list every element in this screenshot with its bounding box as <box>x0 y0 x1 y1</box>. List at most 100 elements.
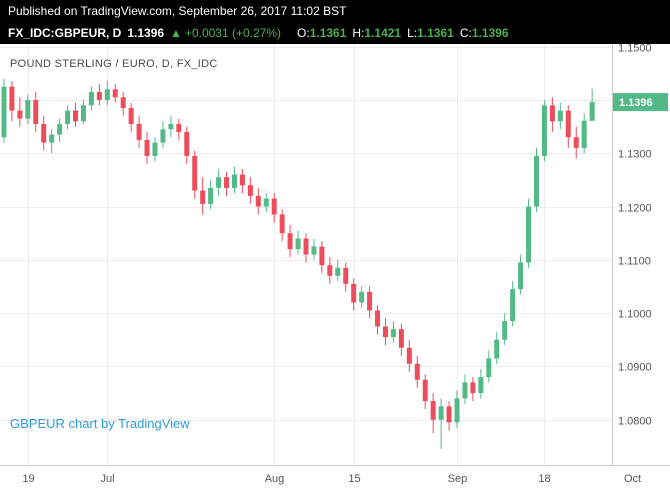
candle-body <box>168 123 174 130</box>
candle-body <box>287 233 293 250</box>
candle-body <box>367 291 373 311</box>
candle-body <box>96 91 102 100</box>
symbol-name: FX_IDC:GBPEUR, D <box>8 26 122 40</box>
candle-body <box>57 123 63 135</box>
price-axis-label: 1.0900 <box>618 362 652 374</box>
candle-body <box>319 246 325 266</box>
candle-body <box>271 198 277 215</box>
candle-body <box>239 174 245 186</box>
candle-body <box>549 105 555 122</box>
candlestick-chart: 1.08001.09001.10001.11001.12001.13001.14… <box>0 43 670 485</box>
candle-body <box>208 187 214 204</box>
candle-body <box>502 321 508 340</box>
candle-body <box>422 379 428 402</box>
candle-body <box>263 198 269 207</box>
last-price: 1.1396 <box>127 26 165 40</box>
candle-body <box>303 238 309 255</box>
published-bar: Published on TradingView.com, September … <box>0 0 670 22</box>
candle-body <box>438 406 444 420</box>
candles-layer <box>1 78 595 450</box>
candle-body <box>573 137 579 148</box>
candle-body <box>231 174 237 188</box>
low-value: 1.1361 <box>417 26 454 40</box>
time-axis-label: Jul <box>100 473 114 485</box>
time-axis-label: 18 <box>538 473 550 485</box>
candle-body <box>17 110 23 119</box>
candle-body <box>152 142 158 156</box>
candle-body <box>120 97 126 108</box>
price-axis-label: 1.1200 <box>618 203 652 215</box>
candle-body <box>398 329 404 348</box>
time-axis-label: Aug <box>265 473 285 485</box>
candle-body <box>486 358 492 378</box>
price-axis-label: 1.0800 <box>618 416 652 428</box>
candle-body <box>25 99 31 119</box>
candle-body <box>33 99 39 124</box>
candle-body <box>390 329 396 338</box>
candle-body <box>351 283 357 303</box>
open-label: O: <box>297 26 310 40</box>
candle-body <box>510 289 516 322</box>
published-text: Published on TradingView.com, September … <box>8 4 347 18</box>
candle-body <box>73 110 79 122</box>
candle-body <box>375 310 381 327</box>
time-axis-label: 15 <box>348 473 360 485</box>
candle-body <box>200 190 206 204</box>
candle-body <box>359 291 365 303</box>
candle-body <box>49 134 55 143</box>
candle-body <box>557 110 563 122</box>
time-axis-label: Sep <box>448 473 468 485</box>
price-axis-label: 1.1300 <box>618 149 652 161</box>
candle-body <box>80 105 86 122</box>
candle-body <box>581 120 587 148</box>
candle-body <box>216 177 222 188</box>
candle-body <box>343 267 349 284</box>
time-axis-label: 19 <box>22 473 34 485</box>
close-label: C: <box>459 26 472 40</box>
candle-body <box>112 89 118 98</box>
candle-body <box>176 123 182 132</box>
candle-body <box>311 246 317 255</box>
candle-body <box>279 214 285 234</box>
last-price-badge-label: 1.1396 <box>619 97 653 109</box>
candle-body <box>136 123 142 140</box>
candle-body <box>565 110 571 138</box>
candle-body <box>494 339 500 359</box>
candle-body <box>406 347 412 364</box>
candle-body <box>144 139 150 156</box>
chart-area: 1.08001.09001.10001.11001.12001.13001.14… <box>0 43 670 502</box>
candle-body <box>41 123 47 143</box>
candle-body <box>533 155 539 207</box>
price-axis-label: 1.1100 <box>618 256 651 268</box>
candle-body <box>224 177 230 188</box>
close-value: 1.1396 <box>471 26 509 40</box>
candle-body <box>128 107 134 124</box>
candle-body <box>327 265 333 276</box>
candle-body <box>295 238 301 250</box>
attribution-link[interactable]: GBPEUR chart by TradingView <box>10 416 190 431</box>
candle-body <box>184 131 190 156</box>
candle-body <box>462 382 468 399</box>
candle-body <box>589 102 595 121</box>
chart-title: POUND STERLING / EURO, D, FX_IDC <box>10 58 218 70</box>
candle-body <box>414 363 420 380</box>
candle-body <box>192 155 198 191</box>
candle-body <box>382 326 388 338</box>
candle-body <box>526 206 532 263</box>
candle-body <box>446 406 452 423</box>
time-axis-label: Oct <box>624 473 641 485</box>
candle-body <box>1 86 7 138</box>
candle-body <box>88 91 94 106</box>
symbol-stats-bar: FX_IDC:GBPEUR, D 1.1396 ▲ +0.0031 (+0.27… <box>0 22 670 44</box>
candle-body <box>247 185 253 196</box>
candle-body <box>104 89 110 100</box>
price-axis-label: 1.1000 <box>618 309 652 321</box>
candle-body <box>541 105 547 156</box>
candle-body <box>430 401 436 420</box>
candle-body <box>518 262 524 290</box>
candle-body <box>478 377 484 394</box>
candle-body <box>454 398 460 423</box>
candle-body <box>65 110 71 124</box>
price-change: +0.0031 (+0.27%) <box>184 26 282 40</box>
